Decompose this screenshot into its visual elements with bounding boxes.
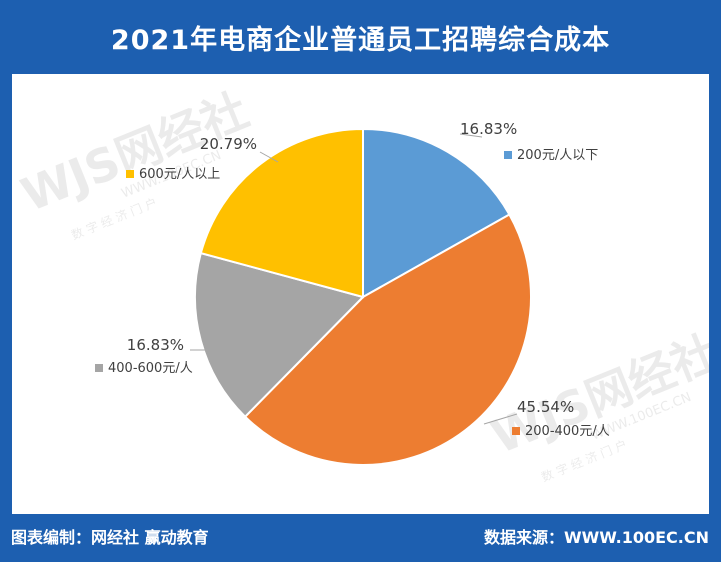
category-label: 600元/人以上 [139,167,220,182]
percent-label: 16.83% [127,336,184,354]
leader-line [459,133,483,138]
pie-slices [194,127,532,466]
percent-label: 45.54% [517,398,574,416]
footer-source: 数据来源：WWW.100EC.CN [483,528,709,547]
chart-title: 2021年电商企业普通员工招聘综合成本 [110,24,611,56]
legend-marker [512,427,520,435]
category-label: 200元/人以下 [517,148,598,163]
slice-600-above [199,127,364,299]
left-border [0,74,12,514]
legend-marker [126,170,134,178]
leader-line [483,413,518,425]
leader-line [259,151,279,163]
legend-marker [504,151,512,159]
percent-label: 20.79% [200,135,257,153]
pie-labels: 16.83%200元/人以下45.54%200-400元/人16.83%400-… [95,120,610,439]
category-label: 400-600元/人 [108,361,193,376]
footer-bar: 图表编制：网经社 赢动教育 数据来源：WWW.100EC.CN [0,514,721,562]
category-label: 200-400元/人 [525,424,610,439]
legend-marker [95,364,103,372]
slice-200-below [362,127,511,299]
right-border [709,74,721,514]
slice-400-600 [194,251,365,419]
plot-area: WJS网经社 WWW.100EC.CN 数 字 经 济 门 户 WJS网经社 W… [12,74,721,514]
slice-200-400 [243,213,532,466]
pie-chart: WJS网经社 WWW.100EC.CN 数 字 经 济 门 户 WJS网经社 W… [14,83,721,485]
footer-credits: 图表编制：网经社 赢动教育 [11,528,209,547]
title-bar: 2021年电商企业普通员工招聘综合成本 [0,0,721,74]
percent-label: 16.83% [460,120,517,138]
